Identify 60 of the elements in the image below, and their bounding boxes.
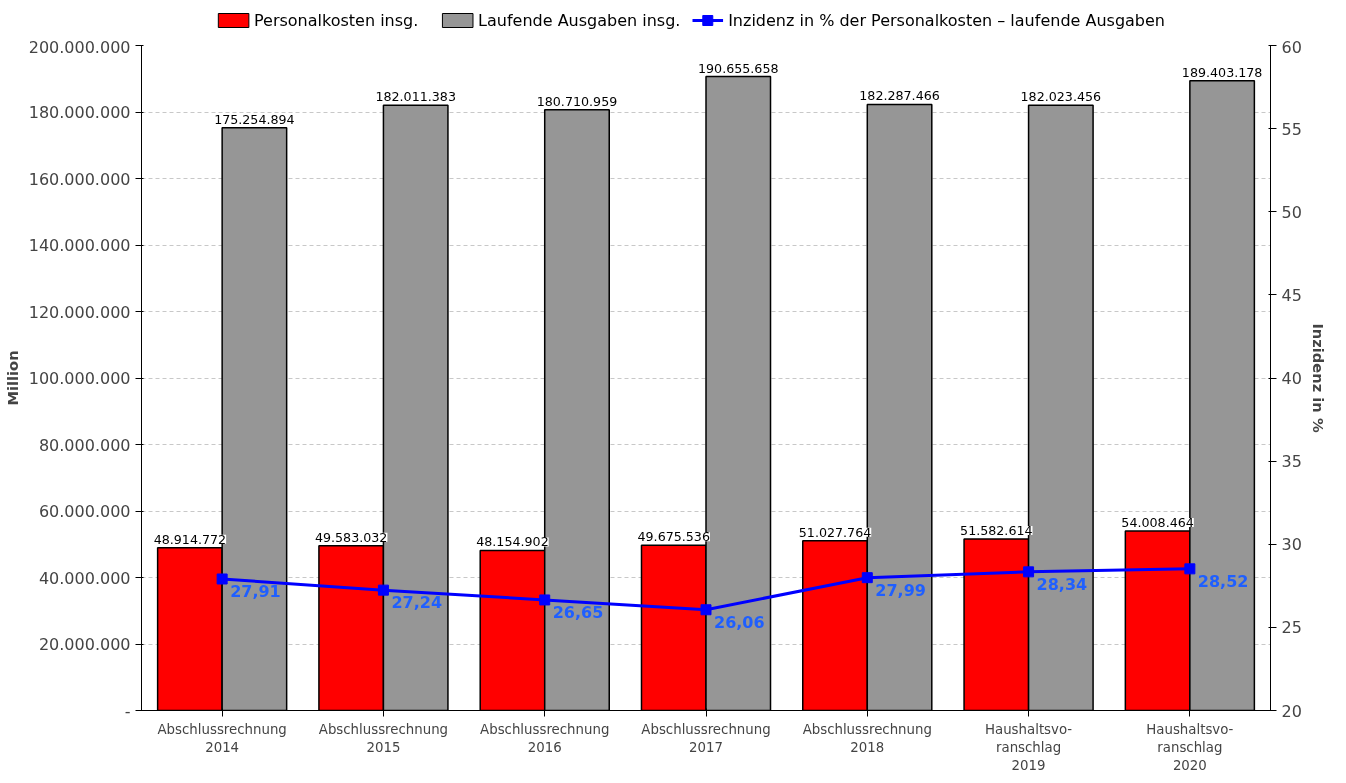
point: [377, 584, 389, 596]
y2-tick-label: 30: [1281, 535, 1302, 555]
data-label: 190.655.658: [698, 60, 779, 76]
data-label: 49.583.032: [314, 529, 388, 545]
y2-tick-label: 35: [1281, 452, 1302, 472]
y-tick-label: 40.000.000: [38, 568, 131, 588]
data-label: 182.287.466: [859, 88, 940, 104]
x-tick-label: Haushaltsvo- ranschlag 2020: [1146, 721, 1234, 773]
data-label: 189.403.178: [1181, 64, 1263, 80]
x-tick-label: Abschlussrechnung 2017: [641, 721, 771, 755]
data-label: 182.011.383: [375, 89, 456, 105]
y-tick-label: 180.000.000: [28, 103, 131, 122]
point: [700, 604, 712, 616]
data-label: 27,24: [391, 593, 443, 613]
data-label: 182.023.456: [1020, 89, 1102, 105]
x-tick-label: Abschlussrechnung 2015: [318, 721, 449, 755]
y-tick-label: 200.000.000: [28, 37, 131, 57]
y2-tick-label: 60: [1281, 37, 1302, 57]
data-label: 48.154.902: [476, 534, 549, 550]
x-tick-label: Abschlussrechnung 2016: [480, 721, 610, 755]
y2-tick-label: 40: [1281, 369, 1302, 388]
data-label: 49.675.536: [637, 529, 710, 545]
y-tick-label: 100.000.000: [28, 369, 131, 388]
y2-tick-label: 20: [1281, 701, 1302, 721]
y-tick-label: 120.000.000: [28, 302, 131, 322]
y2-tick-label: 50: [1281, 202, 1302, 222]
legend-label: Inzidenz in % der Personalkosten – laufende Ausgaben: [728, 11, 1165, 30]
y-tick-label: 60.000.000: [38, 502, 131, 521]
y2-tick-label: 25: [1281, 618, 1302, 638]
y-tick-label: 20.000.000: [38, 635, 131, 654]
point: [1023, 566, 1035, 578]
y2-tick-label: 55: [1281, 119, 1302, 139]
point: [1184, 563, 1196, 575]
data-label: 180.710.959: [536, 93, 618, 109]
point: [861, 572, 873, 584]
data-label: 26,06: [714, 612, 765, 632]
legend-label: Laufende Ausgaben insg.: [478, 11, 681, 30]
x-tick-label: Haushaltsvo- ranschlag 2019: [984, 721, 1073, 773]
data-label: 26,65: [552, 602, 604, 622]
legend-label: Personalkosten insg.: [253, 11, 419, 30]
x-tick-label: Abschlussrechnung 2018: [802, 721, 932, 755]
y2-tick-label: 45: [1281, 285, 1302, 305]
y-tick-label: 80.000.000: [38, 435, 131, 455]
y-tick-label: -: [124, 701, 131, 721]
data-label: 51.582.614: [960, 522, 1033, 538]
data-label: 51.027.764: [798, 524, 872, 540]
y-tick-label: 140.000.000: [28, 236, 131, 255]
data-label: 27,99: [875, 580, 926, 600]
y-tick-label: 160.000.000: [28, 169, 131, 189]
point: [216, 573, 228, 585]
data-label: 48.914.772: [153, 531, 227, 547]
data-label: 28,34: [1036, 574, 1088, 594]
y2-axis-title: Inzidenz in %: [1309, 323, 1327, 433]
data-label: 54.008.464: [1121, 514, 1194, 530]
x-tick-label: Abschlussrechnung 2014: [157, 721, 287, 755]
y-axis-title: Million: [3, 350, 21, 406]
point: [539, 594, 551, 606]
data-label: 28,52: [1197, 571, 1249, 591]
data-label: 175.254.894: [214, 111, 295, 127]
data-label: 27,91: [230, 582, 281, 601]
